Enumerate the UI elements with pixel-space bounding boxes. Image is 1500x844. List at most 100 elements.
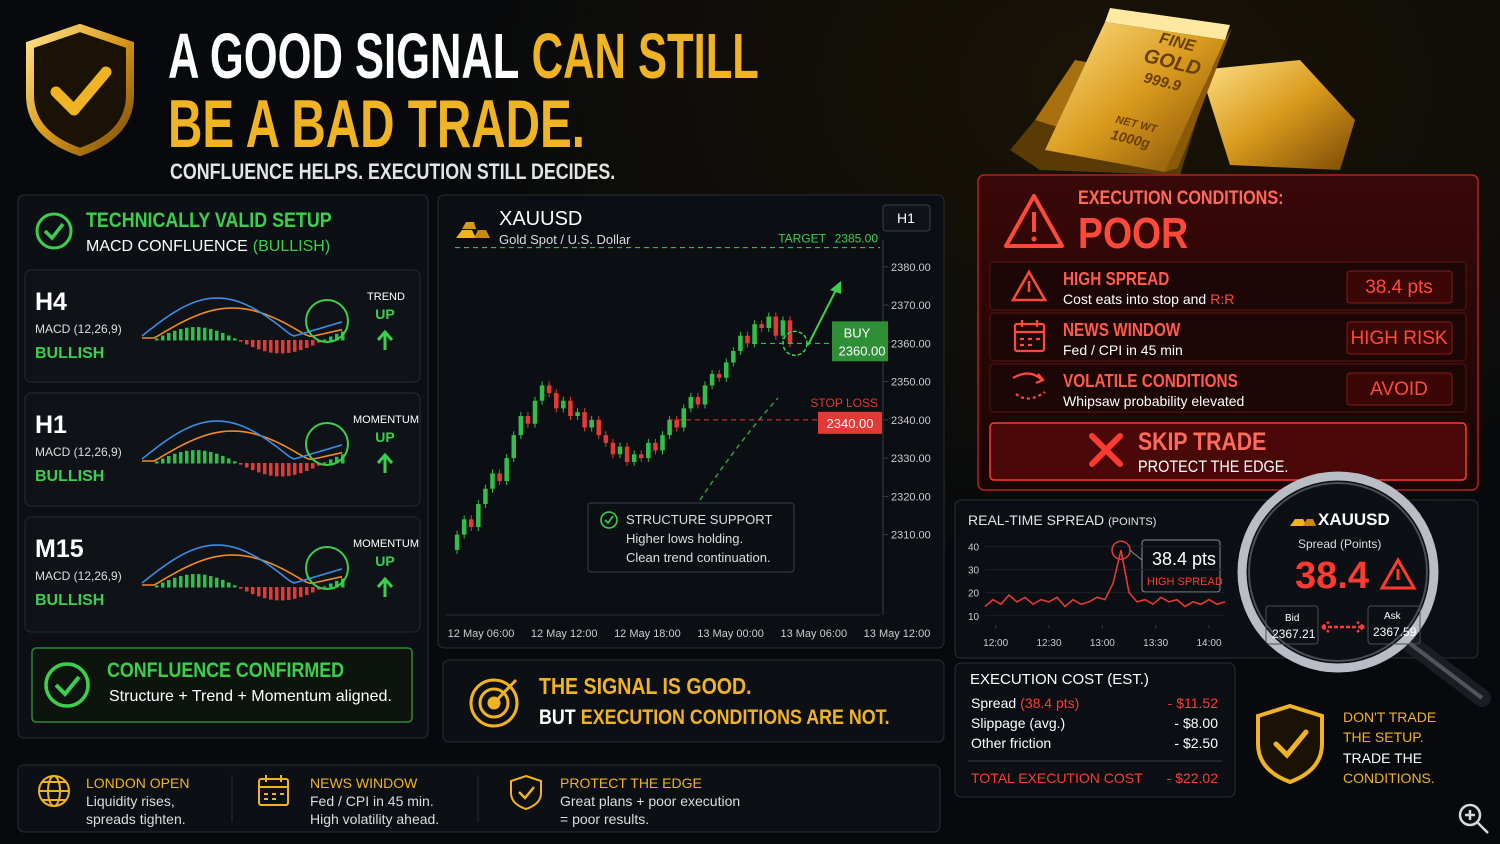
candle (525, 416, 531, 424)
symbol: XAUUSD (499, 208, 583, 230)
macd-sketch (305, 463, 309, 471)
macd-sketch (257, 587, 261, 597)
spread-title: REAL-TIME SPREAD (POINTS) (968, 513, 1156, 528)
macd-sketch (287, 340, 291, 353)
check-icon (518, 786, 535, 800)
direction: UP (375, 553, 395, 569)
takeaway: CONDITIONS. (1343, 770, 1435, 786)
macd-sketch (221, 332, 225, 341)
macd-sketch (155, 338, 159, 341)
macd-sketch (197, 574, 201, 588)
macd-sketch (179, 575, 183, 588)
macd-sketch (269, 340, 273, 353)
spread-title-text: REAL-TIME SPREAD (968, 512, 1105, 528)
level-box (832, 321, 888, 362)
macd-sketch (142, 554, 343, 586)
candle (568, 400, 573, 417)
macd-sketch (311, 587, 315, 593)
level-label: 2385.00 (835, 232, 879, 246)
macd-sketch (233, 461, 237, 464)
macd-sketch (142, 430, 343, 462)
takeaway: THE SETUP. (1343, 729, 1424, 745)
check-icon (54, 675, 81, 697)
condition-accent: R:R (1210, 291, 1235, 307)
candle (731, 350, 736, 363)
callout-box (1141, 539, 1221, 593)
entry-marker (782, 330, 808, 357)
y-tick-label: 2310.00 (891, 530, 931, 542)
macd-sketch (311, 463, 315, 469)
cost-accent: (38.4 pts) (1020, 695, 1080, 711)
ask-value: 2367.59 (1373, 625, 1417, 639)
cost-value: - $8.00 (1174, 715, 1218, 731)
confirm-box (31, 647, 413, 723)
warning-icon (1010, 269, 1048, 302)
candle (766, 316, 772, 329)
indicator: MACD (12,26,9) (35, 445, 122, 459)
verdict-text: BUT EXECUTION CONDITIONS ARE NOT. (539, 707, 890, 728)
candle (709, 373, 715, 386)
title-accent: CAN STILL (531, 20, 759, 92)
macd-sketch (281, 340, 285, 354)
calendar-icon (1013, 320, 1046, 353)
total-value: - $22.02 (1166, 770, 1218, 786)
zoom-icon[interactable] (1458, 803, 1489, 834)
check-icon (1273, 729, 1309, 759)
y-tick-label: 2330.00 (891, 453, 931, 465)
x-tick-label: 13 May 00:00 (697, 628, 764, 640)
macd-sketch (245, 340, 249, 345)
candle (561, 400, 566, 409)
macd-sketch (323, 462, 327, 464)
condition-title: VOLATILE CONDITIONS (1063, 371, 1238, 391)
condition-text: Whipsaw probability elevated (1063, 393, 1245, 409)
annotation-text: Higher lows holding. (626, 531, 744, 546)
signal-label: MOMENTUM (353, 538, 419, 550)
callout-value: 38.4 pts (1152, 549, 1217, 569)
y-tick-label: 40 (968, 543, 980, 554)
level-name: BUY (844, 325, 871, 340)
macd-sketch (185, 574, 189, 588)
candle (490, 473, 495, 489)
warning-icon (1379, 556, 1417, 590)
macd-sketch (281, 587, 285, 601)
condition-title: NEWS WINDOW (1063, 320, 1181, 340)
macd-sketch (335, 456, 339, 464)
action-text: PROTECT THE EDGE. (1138, 457, 1289, 476)
condition-title: HIGH SPREAD (1063, 269, 1170, 289)
bias: BULLISH (35, 468, 105, 485)
up-arrow (376, 452, 394, 473)
magnifier-handle (1406, 640, 1484, 700)
subtitle: CONFLUENCE HELPS. EXECUTION STILL DECIDE… (170, 159, 616, 184)
gauge-symbol: XAUUSD (1318, 510, 1390, 529)
macd-sketch (251, 340, 255, 348)
badge-text: HIGH RISK (1350, 328, 1448, 349)
candle (681, 408, 687, 428)
macd-sketch (191, 574, 195, 588)
arrow (807, 285, 839, 346)
indicator: MACD (12,26,9) (35, 322, 122, 336)
macd-sketch (329, 336, 333, 341)
candle (674, 419, 679, 428)
cost-title: EXECUTION COST (EST.) (970, 671, 1149, 688)
verdict-title: THE SIGNAL IS GOOD. (539, 673, 752, 699)
action-box (989, 422, 1467, 481)
timeframe-card (24, 516, 421, 633)
bid-label: Bid (1285, 613, 1300, 624)
macd-sketch (191, 327, 195, 341)
candle (532, 400, 538, 424)
macd-sketch (209, 451, 213, 464)
gold-bars (1010, 8, 1355, 175)
macd-sketch (203, 574, 207, 588)
check-circle (44, 662, 90, 708)
confirm-title: CONFLUENCE CONFIRMED (107, 659, 345, 682)
macd-sketch (281, 463, 285, 477)
macd-sketch (239, 463, 243, 465)
highlight-circle (305, 546, 349, 590)
cost-label: Spread (38.4 pts) (971, 695, 1080, 711)
candle (723, 362, 729, 378)
subtitle-text: MACD CONFLUENCE (86, 238, 248, 255)
candle (575, 412, 580, 417)
candle (518, 416, 524, 436)
cost-panel (954, 662, 1236, 798)
